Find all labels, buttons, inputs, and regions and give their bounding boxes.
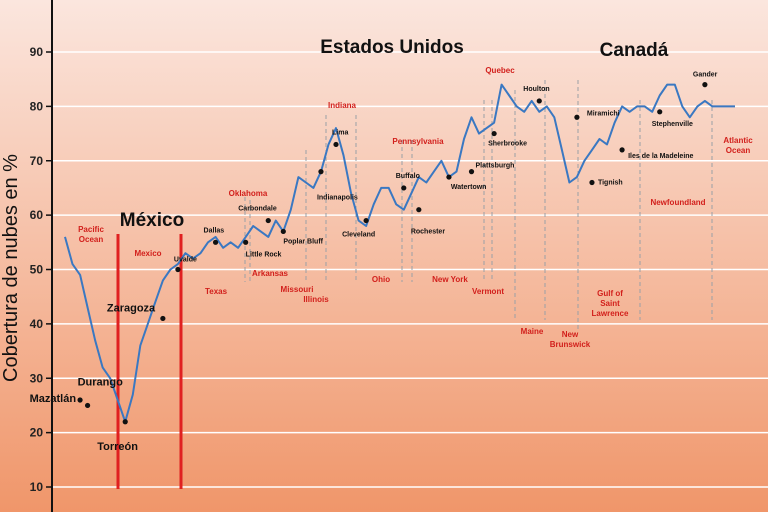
city-label: Plattsburgh <box>476 163 515 170</box>
city-label: Poplar Bluff <box>283 238 323 245</box>
city-label: Houlton <box>523 86 549 93</box>
y-axis-label: Cobertura de nubes en % <box>0 154 22 382</box>
city-label: Indianapolis <box>317 195 358 202</box>
y-tick-label: 20 <box>30 426 44 440</box>
city-label: Cleveland <box>342 232 375 239</box>
city-point <box>280 228 286 235</box>
state-label: Newfoundland <box>650 198 705 207</box>
city-label: Gander <box>693 72 718 79</box>
y-ticks: 10 20 30 40 50 60 70 80 90 <box>30 45 52 494</box>
state-label: Atlantic Ocean <box>723 136 753 155</box>
city-point <box>619 147 625 153</box>
city-point <box>416 207 422 213</box>
state-label: Mexico <box>134 249 161 258</box>
city-label: Stephenville <box>652 121 693 128</box>
city-point <box>265 217 271 224</box>
city-point <box>363 217 369 224</box>
region-label: Canadá <box>600 40 669 61</box>
city-label: Little Rock <box>246 251 282 258</box>
city-point <box>84 402 91 409</box>
city-label: Carbondale <box>238 206 277 213</box>
city-label: Miramichi <box>587 110 620 117</box>
state-label: Vermont <box>472 287 504 296</box>
city-label: Zaragoza <box>107 302 156 314</box>
y-tick-label: 40 <box>30 317 44 331</box>
city-label: Tignish <box>598 180 623 187</box>
city-point <box>212 239 219 245</box>
city-label: Rochester <box>411 229 446 236</box>
city-point <box>175 266 181 273</box>
city-label: Mazatlán <box>30 393 77 405</box>
city-point <box>446 174 452 180</box>
city-label: Watertown <box>451 184 487 191</box>
state-label: New York <box>432 275 468 284</box>
y-tick-label: 30 <box>30 371 44 385</box>
state-label: New Brunswick <box>550 330 591 349</box>
city-point <box>333 141 339 148</box>
city-point <box>536 98 542 104</box>
state-label: Ohio <box>372 275 390 284</box>
state-labels: Pacific Ocean Mexico Texas Oklahoma Arkansas M… <box>78 66 753 349</box>
city-label: Dallas <box>204 227 225 234</box>
city-label: Iles de la Madeleine <box>628 153 693 160</box>
city-label: Buffalo <box>396 173 420 180</box>
city-point <box>160 315 166 322</box>
y-tick-label: 10 <box>30 480 44 494</box>
y-tick-label: 70 <box>30 154 44 168</box>
city-label: Torreón <box>97 441 138 453</box>
state-label: Oklahoma <box>229 189 268 198</box>
y-tick-label: 50 <box>30 263 44 277</box>
city-label: Lima <box>332 129 348 136</box>
city-point <box>243 239 249 245</box>
city-point <box>657 109 663 115</box>
city-point <box>468 169 475 175</box>
city-label: Sherbrooke <box>488 141 527 148</box>
state-label: Texas <box>205 287 228 296</box>
state-label: Indiana <box>328 101 357 110</box>
city-point <box>702 82 708 88</box>
y-tick-label: 60 <box>30 208 44 222</box>
region-labels: México Estados Unidos Canadá <box>120 37 669 231</box>
y-tick-label: 90 <box>30 45 44 59</box>
state-label: Pennsylvania <box>392 137 444 146</box>
city-point <box>318 169 324 175</box>
state-label: Quebec <box>485 66 515 75</box>
city-point <box>491 130 497 137</box>
state-label: Maine <box>521 327 544 336</box>
city-point <box>401 185 407 191</box>
region-label: Estados Unidos <box>320 37 464 58</box>
city-point <box>122 419 128 425</box>
state-label: Pacific Ocean <box>78 225 104 244</box>
state-label: Missouri <box>281 285 314 294</box>
city-point <box>574 114 580 120</box>
state-label: Illinois <box>303 295 329 304</box>
region-label: México <box>120 210 184 231</box>
city-label: Uvalde <box>174 257 197 264</box>
city-point <box>77 397 83 403</box>
state-label: Gulf of Saint Lawrence <box>592 289 629 318</box>
series-line <box>64 83 735 423</box>
city-point <box>589 179 595 186</box>
y-tick-label: 80 <box>30 99 44 113</box>
state-label: Arkansas <box>252 269 289 278</box>
city-label: Durango <box>78 376 124 388</box>
